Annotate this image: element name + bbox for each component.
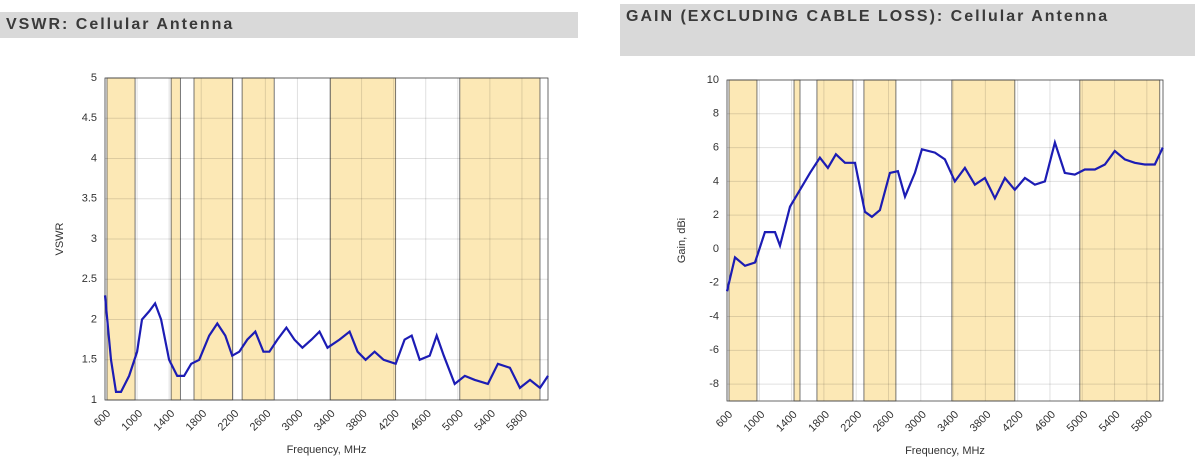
frequency-band	[1079, 79, 1161, 402]
x-tick-label: 3400	[312, 408, 338, 434]
y-tick-label: 0	[713, 243, 719, 255]
x-tick-label: 4600	[408, 408, 434, 434]
y-tick-label: -6	[709, 344, 719, 356]
x-tick-label: 5000	[1065, 409, 1091, 435]
y-tick-label: -4	[709, 310, 719, 322]
y-tick-label: 5	[91, 72, 97, 84]
x-tick-label: 2600	[248, 408, 274, 434]
frequency-band	[816, 79, 854, 402]
frequency-band	[106, 77, 136, 401]
x-tick-label: 3800	[968, 409, 994, 435]
x-tick-label: 3000	[903, 409, 929, 435]
x-tick-label: 1000	[742, 409, 768, 435]
y-tick-label: 8	[713, 108, 719, 120]
plot-frame	[104, 77, 549, 401]
x-tick-label: 600	[92, 408, 113, 429]
y-tick-label: 4.5	[82, 112, 97, 124]
y-tick-label: 6	[713, 141, 719, 153]
x-tick-label: 4600	[1032, 409, 1058, 435]
x-tick-label: 600	[714, 409, 735, 430]
x-tick-label: 1800	[806, 409, 832, 435]
y-tick-label: 3.5	[82, 193, 97, 205]
frequency-band	[793, 79, 801, 402]
x-tick-label: 3800	[344, 408, 370, 434]
x-tick-label: 5400	[1097, 409, 1123, 435]
y-tick-label: 10	[707, 74, 719, 86]
frequency-band	[863, 79, 897, 402]
chart-title: VSWR: Cellular Antenna	[0, 12, 578, 38]
y-tick-label: 4	[713, 175, 719, 187]
y-tick-label: 2	[91, 313, 97, 325]
y-tick-label: 1.5	[82, 354, 97, 366]
y-tick-label: -8	[709, 378, 719, 390]
x-tick-label: 3000	[280, 408, 306, 434]
y-tick-label: -2	[709, 277, 719, 289]
x-tick-label: 5800	[504, 408, 530, 434]
chart-title: GAIN (EXCLUDING CABLE LOSS): Cellular An…	[620, 4, 1195, 56]
x-tick-label: 2200	[216, 408, 242, 434]
y-axis-label: VSWR	[54, 222, 66, 255]
data-line	[103, 295, 549, 393]
y-axis-label: Gain, dBi	[676, 218, 688, 263]
frequency-band	[728, 79, 758, 402]
x-tick-label: 1400	[774, 409, 800, 435]
frequency-band	[193, 77, 233, 401]
x-tick-label: 1400	[152, 408, 178, 434]
x-tick-label: 5000	[440, 408, 466, 434]
frequency-band	[459, 77, 541, 401]
y-tick-label: 2.5	[82, 273, 97, 285]
x-axis-label: Frequency, MHz	[287, 444, 367, 456]
x-tick-label: 2600	[871, 409, 897, 435]
plot-frame	[726, 79, 1164, 402]
x-tick-label: 2200	[839, 409, 865, 435]
frequency-band	[329, 77, 397, 401]
x-axis-label: Frequency, MHz	[905, 445, 985, 457]
y-tick-label: 3	[91, 233, 97, 245]
frequency-band	[951, 79, 1016, 402]
x-tick-label: 1000	[119, 408, 145, 434]
data-line	[725, 138, 1164, 292]
frequency-band	[241, 77, 275, 401]
x-tick-label: 5400	[472, 408, 498, 434]
x-tick-label: 4200	[1000, 409, 1026, 435]
x-tick-label: 3400	[935, 409, 961, 435]
x-tick-label: 5800	[1129, 409, 1155, 435]
x-tick-label: 4200	[376, 408, 402, 434]
y-tick-label: 1	[91, 394, 97, 406]
y-tick-label: 2	[713, 209, 719, 221]
x-tick-label: 1800	[184, 408, 210, 434]
y-tick-label: 4	[91, 152, 97, 164]
